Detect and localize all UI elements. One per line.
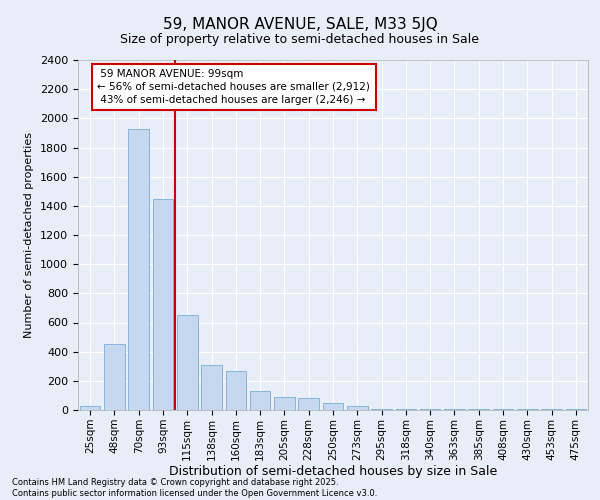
Text: Size of property relative to semi-detached houses in Sale: Size of property relative to semi-detach… — [121, 32, 479, 46]
Bar — [152, 198, 173, 410]
Bar — [323, 402, 343, 410]
Bar — [177, 315, 197, 410]
Bar — [347, 406, 368, 410]
Bar — [128, 128, 149, 410]
Bar — [104, 344, 125, 410]
Bar — [274, 397, 295, 410]
Text: Contains HM Land Registry data © Crown copyright and database right 2025.
Contai: Contains HM Land Registry data © Crown c… — [12, 478, 377, 498]
Bar — [250, 391, 271, 410]
X-axis label: Distribution of semi-detached houses by size in Sale: Distribution of semi-detached houses by … — [169, 466, 497, 478]
Text: 59 MANOR AVENUE: 99sqm
← 56% of semi-detached houses are smaller (2,912)
 43% of: 59 MANOR AVENUE: 99sqm ← 56% of semi-det… — [97, 69, 370, 105]
Text: 59, MANOR AVENUE, SALE, M33 5JQ: 59, MANOR AVENUE, SALE, M33 5JQ — [163, 18, 437, 32]
Bar — [201, 365, 222, 410]
Bar — [80, 406, 100, 410]
Bar — [226, 370, 246, 410]
Bar — [298, 398, 319, 410]
Y-axis label: Number of semi-detached properties: Number of semi-detached properties — [25, 132, 34, 338]
